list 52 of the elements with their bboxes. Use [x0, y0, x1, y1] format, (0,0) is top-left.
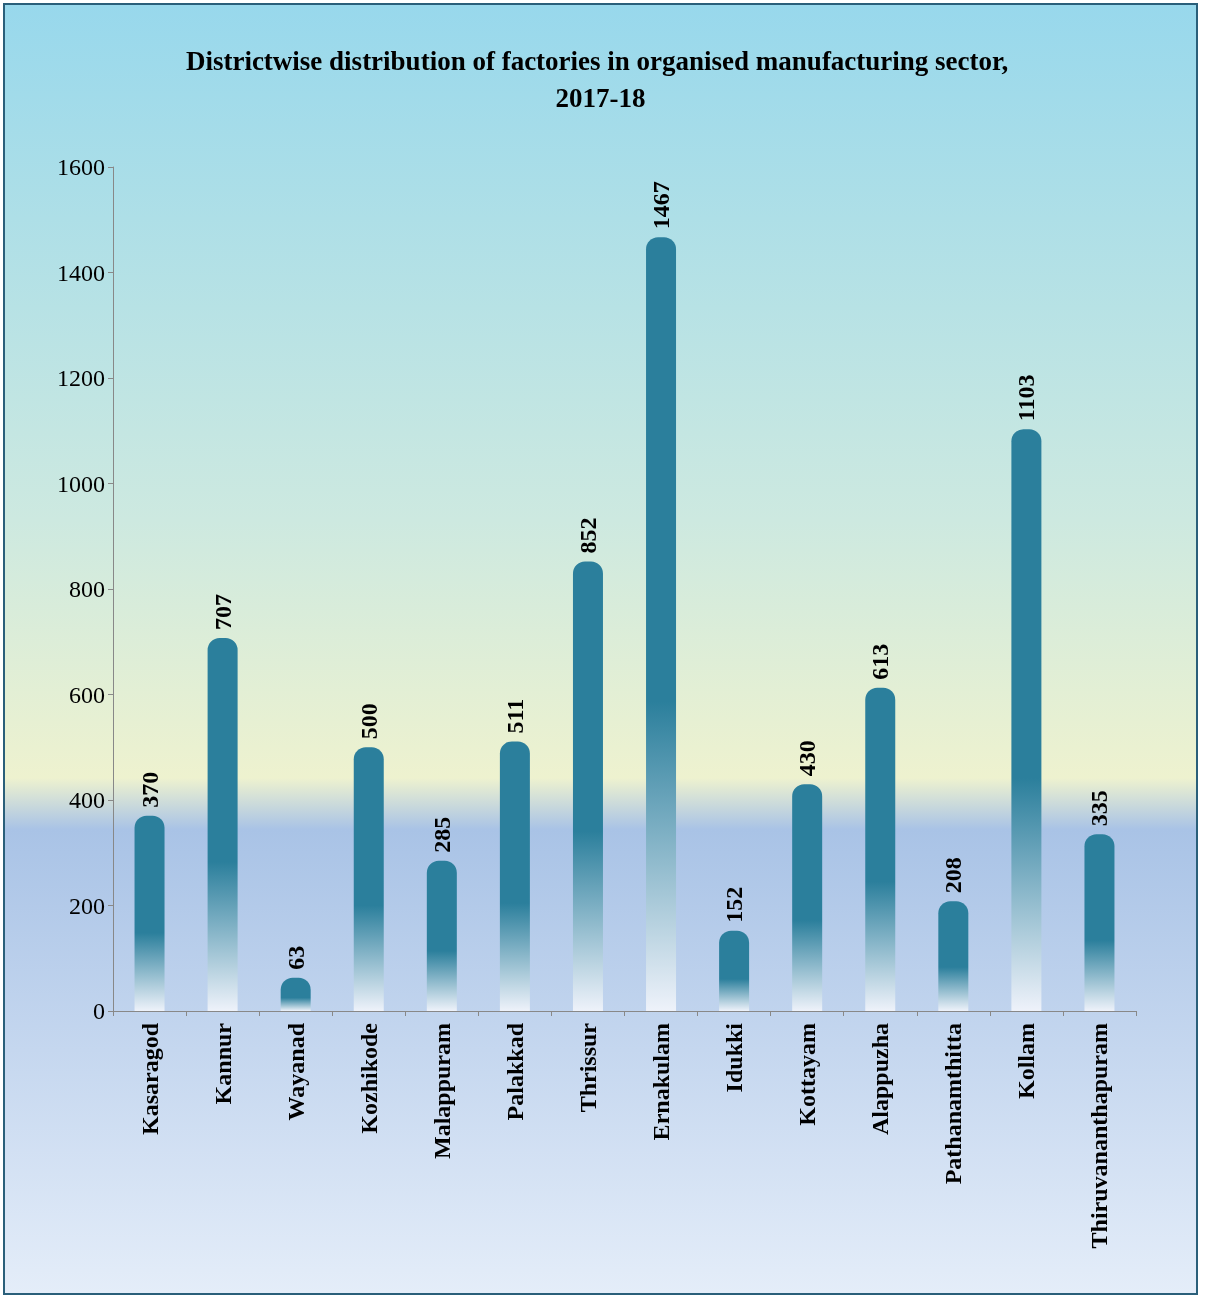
bar	[280, 977, 311, 1011]
x-tick-label: Wayanad	[282, 1022, 309, 1121]
data-label: 63	[282, 945, 309, 970]
y-tick-label: 1600	[57, 154, 105, 180]
bar	[719, 930, 750, 1011]
x-tick-label: Malappuram	[428, 1023, 455, 1160]
x-tick-label: Thiruvananthapuram	[1086, 1023, 1113, 1249]
x-tick-label: Kollam	[1013, 1023, 1040, 1099]
bar	[499, 741, 530, 1011]
bar	[865, 687, 896, 1011]
y-tick-label: 400	[69, 787, 105, 813]
x-tick-label: Kasaragod	[136, 1022, 163, 1136]
bar	[207, 638, 238, 1011]
y-tick-label: 0	[93, 998, 105, 1024]
data-label: 1103	[1013, 374, 1040, 422]
data-label: 852	[574, 517, 601, 554]
data-label: 285	[428, 816, 455, 853]
bar	[938, 901, 969, 1011]
data-label: 613	[867, 643, 894, 680]
bar	[572, 561, 603, 1011]
y-tick-label: 800	[69, 576, 105, 602]
x-tick-label: Palakkad	[501, 1022, 528, 1121]
y-tick-label: 1400	[57, 259, 105, 286]
data-label: 152	[721, 886, 748, 923]
x-tick-label: Kozhikode	[355, 1022, 382, 1134]
bar	[1084, 834, 1115, 1011]
data-label: 511	[501, 698, 528, 734]
chart-title: Districtwise distribution of factories in organised manufacturing sector, 2017-18	[185, 45, 1016, 113]
y-tick-label: 600	[69, 681, 105, 708]
x-tick-label: Kottayam	[794, 1023, 821, 1126]
data-label: 335	[1086, 790, 1113, 827]
bar	[792, 784, 823, 1011]
x-tick-label: Ernakulam	[648, 1023, 675, 1141]
x-tick-label: Idukki	[721, 1022, 748, 1093]
bar	[1011, 429, 1042, 1011]
x-tick-label: Thrissur	[574, 1022, 601, 1113]
data-label: 707	[209, 594, 236, 631]
bar	[646, 237, 677, 1011]
data-label: 500	[355, 703, 382, 740]
x-tick-label: Alappuzha	[867, 1023, 894, 1136]
data-label: 208	[940, 857, 967, 894]
y-tick-label: 1000	[57, 470, 105, 497]
data-label: 1467	[648, 181, 675, 230]
x-tick-label: Kannur	[209, 1022, 236, 1105]
bar	[353, 747, 384, 1011]
y-tick-label: 1200	[57, 365, 105, 391]
y-tick-label: 200	[69, 892, 105, 919]
x-tick-label: Pathanamthitta	[940, 1023, 967, 1185]
data-label: 430	[794, 740, 821, 777]
bar	[426, 860, 457, 1011]
bar	[134, 815, 165, 1011]
data-label: 370	[136, 771, 163, 808]
